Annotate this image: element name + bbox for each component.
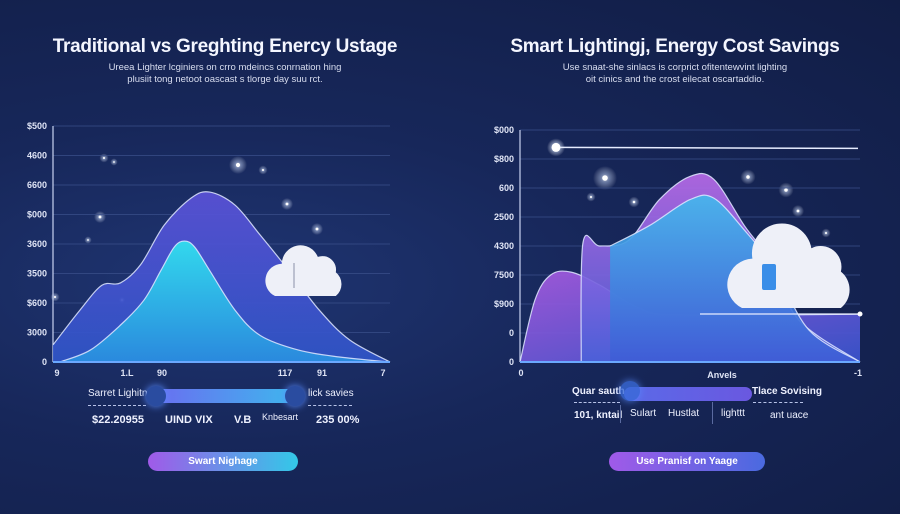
y-tick-label: $800 <box>494 154 514 164</box>
cloud-icon <box>265 245 342 296</box>
stat-value: V.B <box>234 414 252 426</box>
y-tick-label: $000 <box>27 210 47 220</box>
trend-end-dot <box>857 311 863 317</box>
left-subtitle: Ureea Lighter lcginiers on crro mdeincs … <box>0 62 450 86</box>
star-icon <box>746 175 750 179</box>
right-legend-label: lick savies <box>308 388 354 399</box>
dashed-divider <box>753 402 803 403</box>
series-line-1 <box>59 240 391 363</box>
stat-value: 235 00% <box>316 414 360 426</box>
divider <box>712 402 713 424</box>
y-tick-label: 0 <box>509 357 514 367</box>
right-legend-label: Tlace Sovising <box>752 386 823 397</box>
area-series-1 <box>59 241 391 362</box>
star-icon <box>285 202 289 206</box>
x-tick-label: 117 <box>278 368 293 378</box>
dashed-divider <box>308 405 352 406</box>
right-subtitle-line: Use snaat-she sinlacs is corprict ofiten… <box>562 62 788 73</box>
left-panel: Traditional vs Greghting Enercy Ustage U… <box>0 36 450 86</box>
cloud-shape <box>727 223 850 308</box>
stat-value: UIND VIX <box>165 414 213 426</box>
x-tick-label: -1 <box>854 368 862 378</box>
right-savings-slider[interactable] <box>624 387 752 401</box>
stat-value: 101, kntail <box>574 410 623 421</box>
y-tick-label: 4600 <box>27 151 47 161</box>
x-tick-label: 1.L <box>120 368 134 378</box>
dashed-divider <box>88 405 146 406</box>
dashed-divider <box>574 402 620 403</box>
stat-value: Hustlat <box>668 408 700 419</box>
stat-value: Knbesart <box>262 412 299 422</box>
star-icon <box>102 156 106 160</box>
y-tick-label: 3500 <box>27 269 47 279</box>
x-tick-label: 0 <box>518 368 523 378</box>
x-tick-label: 90 <box>157 368 167 378</box>
battery-icon <box>762 264 776 290</box>
left-legend-label: Quar sauth <box>572 386 625 397</box>
x-tick-label: 91 <box>317 368 327 378</box>
y-tick-label: 0 <box>42 357 47 367</box>
slider-knob-left[interactable] <box>146 386 166 406</box>
reference-dot-core <box>551 142 561 152</box>
star-icon <box>824 231 828 235</box>
y-tick-label: 3600 <box>27 239 47 249</box>
y-tick-label: $500 <box>27 121 47 131</box>
left-subtitle-line: plusiit tong netoot oascast s tlorge day… <box>127 74 323 85</box>
stat-value: ant uace <box>770 410 809 421</box>
left-legend-label: Sarret Lighitng <box>88 388 154 399</box>
star-icon <box>261 168 265 172</box>
star-icon <box>602 175 608 181</box>
star-icon <box>113 161 115 163</box>
stat-value: Sulart <box>630 408 657 419</box>
y-tick-label: $000 <box>494 125 514 135</box>
series-line-2 <box>609 194 861 363</box>
star-icon <box>796 209 800 213</box>
series-line-0 <box>52 191 391 363</box>
left-savings-slider[interactable] <box>155 389 295 403</box>
left-title: Traditional vs Greghting Enercy Ustage <box>52 36 398 57</box>
y-tick-label: 7500 <box>494 270 514 280</box>
divider <box>620 405 621 423</box>
y-tick-label: 4300 <box>494 241 514 251</box>
star-icon <box>98 215 102 219</box>
y-tick-label: $900 <box>494 299 514 309</box>
x-tick-label: Anvels <box>707 370 737 380</box>
x-tick-label: 9 <box>54 368 59 378</box>
left-subtitle-line: Ureea Lighter lcginiers on crro mdeincs … <box>108 62 342 73</box>
star-icon <box>784 188 788 192</box>
stat-value: lighttt <box>721 408 745 419</box>
y-tick-label: 0 <box>509 328 514 338</box>
right-panel: Smart Lightingj, Energy Cost Savings Use… <box>450 0 900 514</box>
star-icon <box>87 239 89 241</box>
smart-usage-button[interactable]: Swart Nighage <box>148 452 298 471</box>
y-tick-label: 600 <box>499 183 514 193</box>
star-icon <box>53 295 57 299</box>
y-tick-label: $600 <box>27 298 47 308</box>
stat-value: $22.20955 <box>92 414 144 426</box>
y-tick-label: 3000 <box>27 328 47 338</box>
right-subtitle: Use snaat-she sinlacs is corprict ofiten… <box>450 62 900 86</box>
right-subtitle-line: oit cinics and the crost eilecat oscarta… <box>585 74 765 85</box>
cloud-shape <box>265 245 342 296</box>
reference-line <box>555 146 859 150</box>
slider-knob[interactable] <box>620 381 640 401</box>
star-icon <box>589 195 593 199</box>
use-plan-button[interactable]: Use Pranisf on Yaage <box>609 452 765 471</box>
cloud-icon <box>727 223 850 308</box>
x-tick-label: 7 <box>380 368 385 378</box>
y-tick-label: 2500 <box>494 212 514 222</box>
slider-knob-right[interactable] <box>285 386 305 406</box>
star-icon <box>632 200 636 204</box>
y-tick-label: 6600 <box>27 180 47 190</box>
star-icon <box>315 227 319 231</box>
right-title: Smart Lightingj, Energy Cost Savings <box>510 36 840 57</box>
star-icon <box>235 162 241 168</box>
